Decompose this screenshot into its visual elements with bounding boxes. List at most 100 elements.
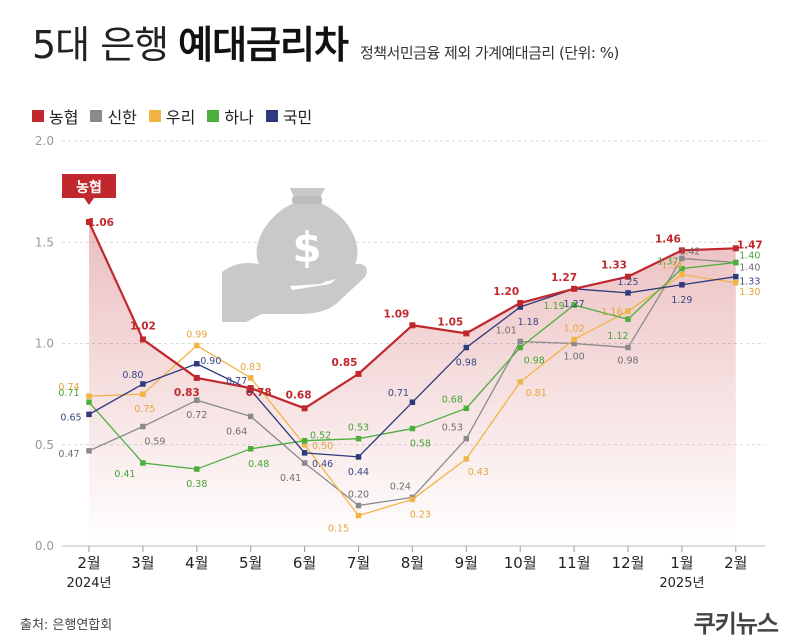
legend-label-nonghyup: 농협 [49,108,79,127]
data-label-kookmin: 0.90 [200,356,221,367]
point-nonghyup [355,370,362,377]
title-light: 5대 은행 [32,23,169,67]
data-label-hana: 0.58 [410,439,431,450]
point-hana [247,446,254,452]
point-hana [355,435,362,442]
legend: 농협 신한 우리 하나 국민 [32,104,324,128]
data-label-nonghyup: 0.85 [332,357,358,369]
point-kookmin [517,304,523,310]
data-label-woori: 0.50 [312,441,333,452]
point-woori [679,271,685,278]
point-kookmin [409,399,416,405]
y-tick-label: 0.0 [35,539,54,553]
data-label-kookmin: 1.33 [739,277,760,288]
point-woori [463,456,470,462]
legend-item-kookmin: 국민 [265,104,313,128]
x-tick-label: 12월 [612,554,645,572]
series-callout: 농협 [62,174,116,205]
data-label-kookmin: 1.29 [671,295,692,306]
point-hana [194,466,200,472]
data-label-kookmin: 0.65 [60,412,81,423]
data-label-hana: 0.48 [248,459,269,470]
data-label-hana: 1.12 [607,331,628,342]
legend-label-kookmin: 국민 [282,108,313,127]
source-note: 출처: 은행연합회 [20,618,113,633]
point-shinhan [517,338,523,345]
point-kookmin [679,282,685,288]
data-label-shinhan: 1.40 [739,263,760,274]
point-hana [86,399,92,405]
data-label-woori: 1.02 [564,323,585,334]
point-nonghyup [625,273,631,280]
data-label-kookmin: 1.25 [617,277,638,288]
data-label-woori: 0.43 [468,467,489,478]
callout-label: 농협 [76,180,102,196]
data-label-nonghyup: 1.02 [130,320,156,332]
data-label-shinhan: 0.64 [226,426,247,437]
svg-text:$: $ [292,223,321,272]
point-shinhan [301,460,308,466]
data-label-nonghyup: 1.05 [437,316,463,328]
point-hana [625,316,631,322]
x-tick-label: 6월 [293,554,316,572]
point-hana [140,460,146,466]
point-shinhan [463,435,470,442]
data-label-woori: 0.81 [526,388,547,399]
point-shinhan [140,423,146,430]
callout-badge [62,174,116,205]
data-label-nonghyup: 0.68 [286,389,312,401]
point-nonghyup [409,322,416,329]
point-hana [679,265,685,272]
x-year-label: 2024년 [66,576,111,591]
data-labels: 0.47 0.59 0.72 0.64 0.41 0.20 0.24 0.53 1.01 1.00… [58,217,762,535]
y-tick-label: 1.0 [35,337,54,351]
point-hana [409,425,416,432]
data-label-woori: 0.99 [186,330,207,341]
data-label-shinhan: 0.59 [144,437,165,448]
data-label-nonghyup: 1.46 [655,233,681,245]
point-woori [625,308,631,314]
legend-item-woori: 우리 [148,104,195,128]
point-shinhan [86,448,92,454]
point-hana [301,437,308,444]
data-label-nonghyup: 1.06 [88,217,114,229]
data-label-woori: 0.75 [134,404,155,415]
point-woori [409,496,416,503]
point-kookmin [301,450,308,456]
data-label-nonghyup: 1.20 [493,286,519,298]
point-woori [571,336,577,343]
data-label-shinhan: 0.72 [186,410,207,421]
x-tick-label: 4월 [185,554,208,572]
point-woori [355,512,362,519]
y-tick-label: 2.0 [35,134,54,148]
data-label-shinhan: 0.47 [58,449,79,460]
point-kookmin [733,273,739,280]
point-shinhan [571,340,577,347]
x-tick-label: 3월 [131,554,154,572]
point-woori [247,375,254,381]
y-tick-label: 0.5 [35,438,54,452]
data-label-nonghyup: 0.78 [246,387,272,399]
point-woori [194,342,200,349]
point-shinhan [625,344,631,351]
point-nonghyup [139,336,146,343]
point-woori [140,391,146,397]
data-label-nonghyup: 1.27 [551,272,577,284]
legend-swatch-shinhan [90,110,103,122]
x-tick-label: 8월 [401,554,424,572]
data-label-shinhan: 1.01 [496,325,517,336]
data-label-woori: 1.16 [601,307,622,318]
chart-title: 5대 은행 예대금리차 정책서민금융 제외 가계예대금리 (단위: %) [32,14,772,74]
point-nonghyup [463,330,470,337]
data-label-woori: 0.23 [410,509,431,520]
data-label-hana: 0.68 [442,394,463,405]
x-tick-label: 2월 [77,554,100,572]
point-kookmin [194,361,200,367]
legend-item-hana: 하나 [207,104,254,128]
point-nonghyup [86,219,92,225]
data-label-kookmin: 0.98 [456,358,477,369]
point-kookmin [625,290,631,296]
x-year-label: 2025년 [659,576,704,591]
data-label-hana: 1.40 [739,251,760,262]
